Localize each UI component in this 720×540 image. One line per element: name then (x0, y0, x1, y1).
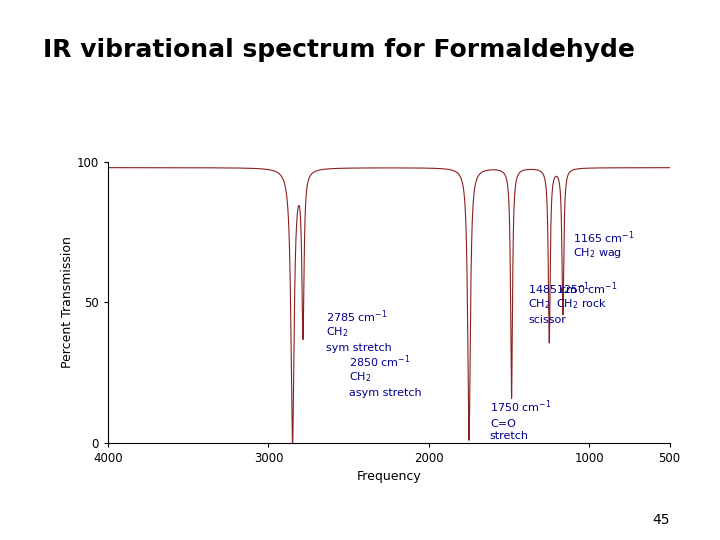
Text: 1165 cm$^{-1}$: 1165 cm$^{-1}$ (573, 230, 635, 246)
Text: C=O: C=O (490, 418, 516, 429)
Text: 1750 cm$^{-1}$: 1750 cm$^{-1}$ (490, 398, 552, 415)
Text: 1250 cm$^{-1}$: 1250 cm$^{-1}$ (556, 280, 617, 297)
Text: asym stretch: asym stretch (348, 388, 421, 398)
Y-axis label: Percent Transmission: Percent Transmission (61, 237, 74, 368)
Text: CH$_2$: CH$_2$ (326, 325, 348, 339)
Text: IR vibrational spectrum for Formaldehyde: IR vibrational spectrum for Formaldehyde (43, 38, 635, 62)
Text: CH$_2$ wag: CH$_2$ wag (573, 246, 622, 260)
Text: CH$_2$: CH$_2$ (528, 297, 551, 311)
Text: stretch: stretch (490, 431, 529, 441)
Text: 45: 45 (652, 513, 670, 527)
Text: CH$_2$ rock: CH$_2$ rock (556, 297, 607, 311)
Text: scissor: scissor (528, 315, 566, 325)
Text: sym stretch: sym stretch (326, 343, 392, 353)
Text: 1485 cm$^{-1}$: 1485 cm$^{-1}$ (528, 280, 590, 297)
Text: CH$_2$: CH$_2$ (348, 370, 371, 384)
Text: 2785 cm$^{-1}$: 2785 cm$^{-1}$ (326, 308, 388, 325)
X-axis label: Frequency: Frequency (356, 470, 421, 483)
Text: 2850 cm$^{-1}$: 2850 cm$^{-1}$ (348, 353, 410, 370)
